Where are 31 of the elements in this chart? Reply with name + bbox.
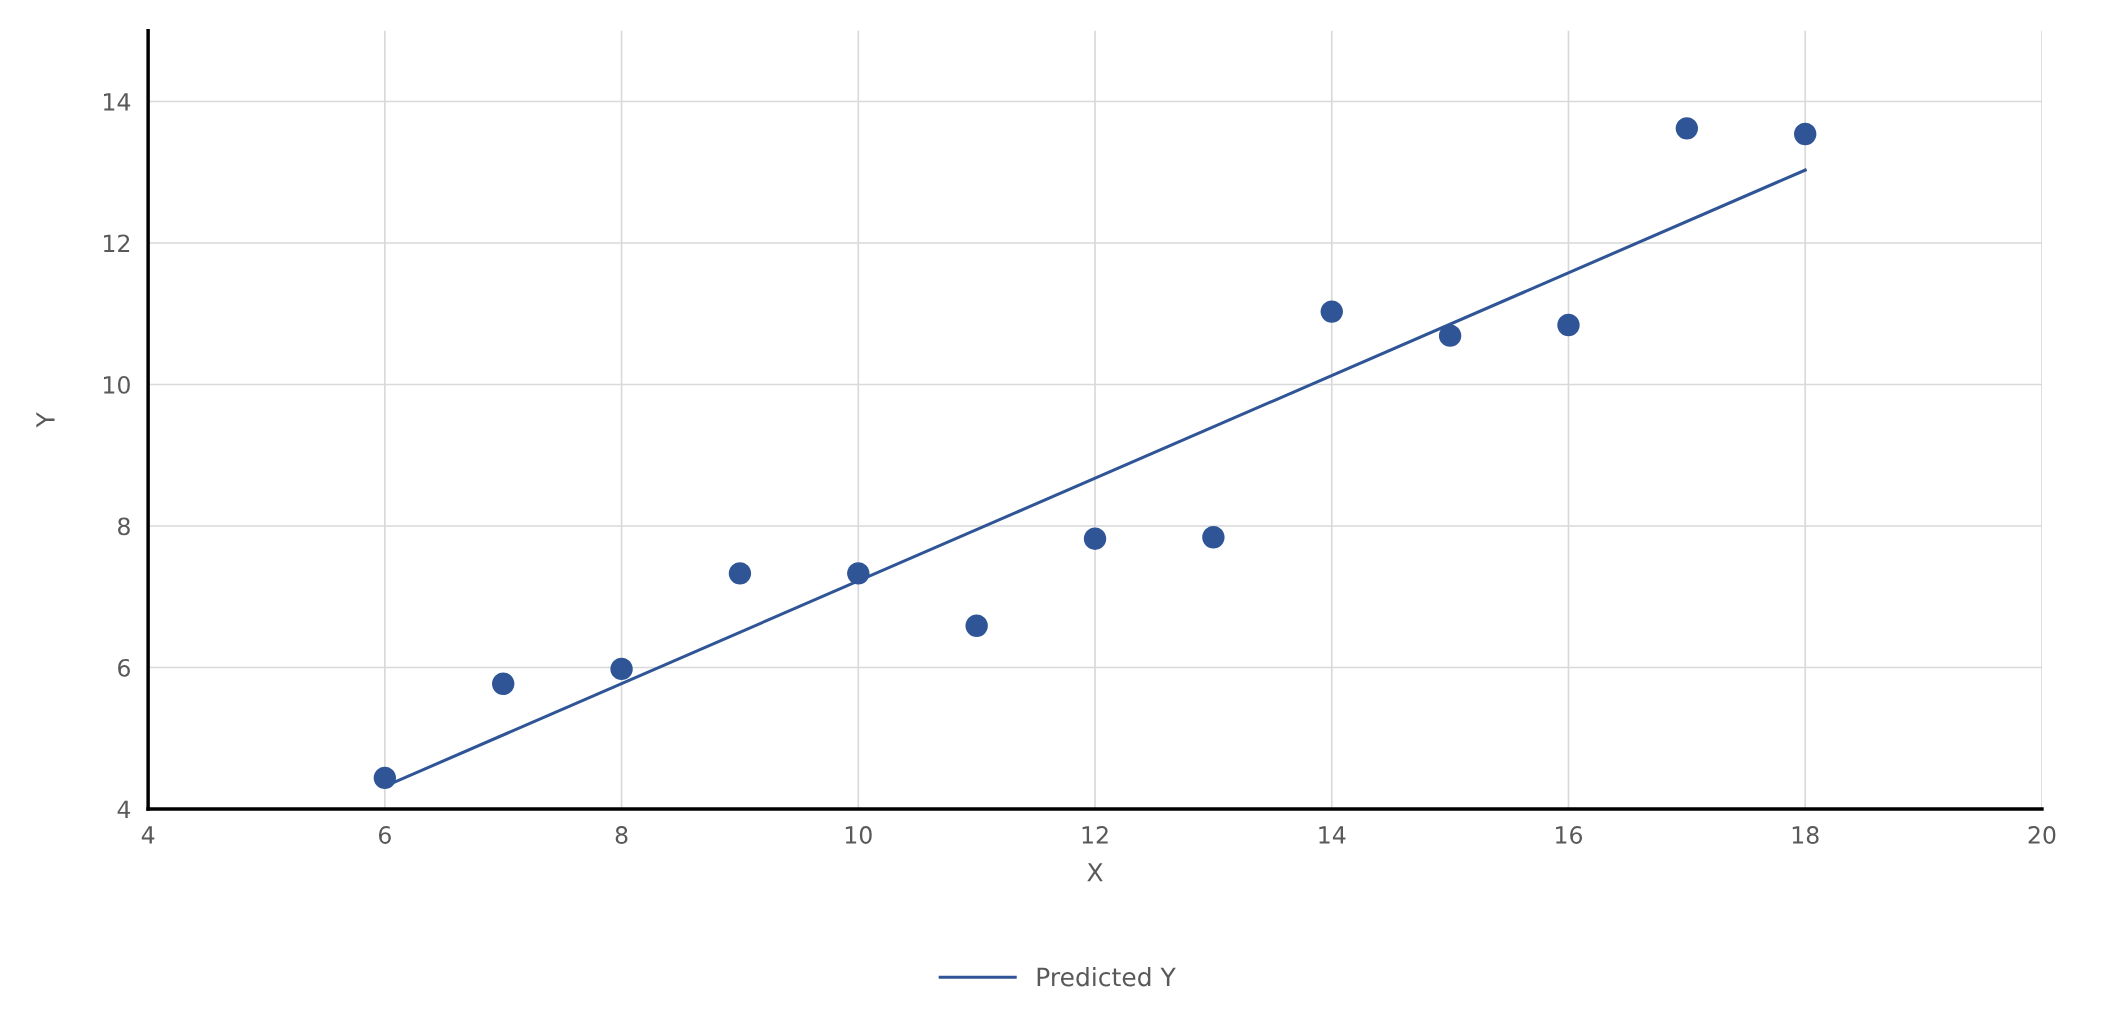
x-axis-title: X <box>1087 863 1103 882</box>
y-tick-label: 4 <box>117 800 131 818</box>
point <box>1675 117 1699 140</box>
x-tick-label: 20 <box>2028 826 2056 844</box>
x-tick-label: 8 <box>615 826 628 844</box>
point <box>1202 526 1225 549</box>
point <box>1083 527 1107 550</box>
point <box>847 562 870 585</box>
point <box>492 672 515 695</box>
x-tick-label: 18 <box>1792 826 1819 844</box>
x-tick-label: 4 <box>141 826 155 844</box>
point <box>1320 300 1343 323</box>
point <box>728 562 752 585</box>
point <box>1794 122 1817 146</box>
point <box>1438 324 1462 347</box>
point <box>965 614 988 637</box>
point <box>373 766 397 790</box>
y-tick-label: 12 <box>104 234 130 252</box>
x-tick-label: 16 <box>1556 826 1583 844</box>
x-tick-label: 10 <box>845 826 872 844</box>
y-tick-label: 10 <box>104 375 130 394</box>
y-tick-label: 6 <box>118 658 130 677</box>
legend-label: Predicted Y <box>1037 967 1176 987</box>
y-tick-label: 14 <box>104 93 131 111</box>
point <box>1557 313 1580 337</box>
x-tick-label: 14 <box>1319 826 1346 844</box>
y-tick-label: 8 <box>118 517 130 536</box>
y-axis-title: Y <box>36 412 55 428</box>
point <box>610 657 633 681</box>
x-tick-label: 12 <box>1082 826 1108 844</box>
x-tick-label: 6 <box>378 826 391 844</box>
